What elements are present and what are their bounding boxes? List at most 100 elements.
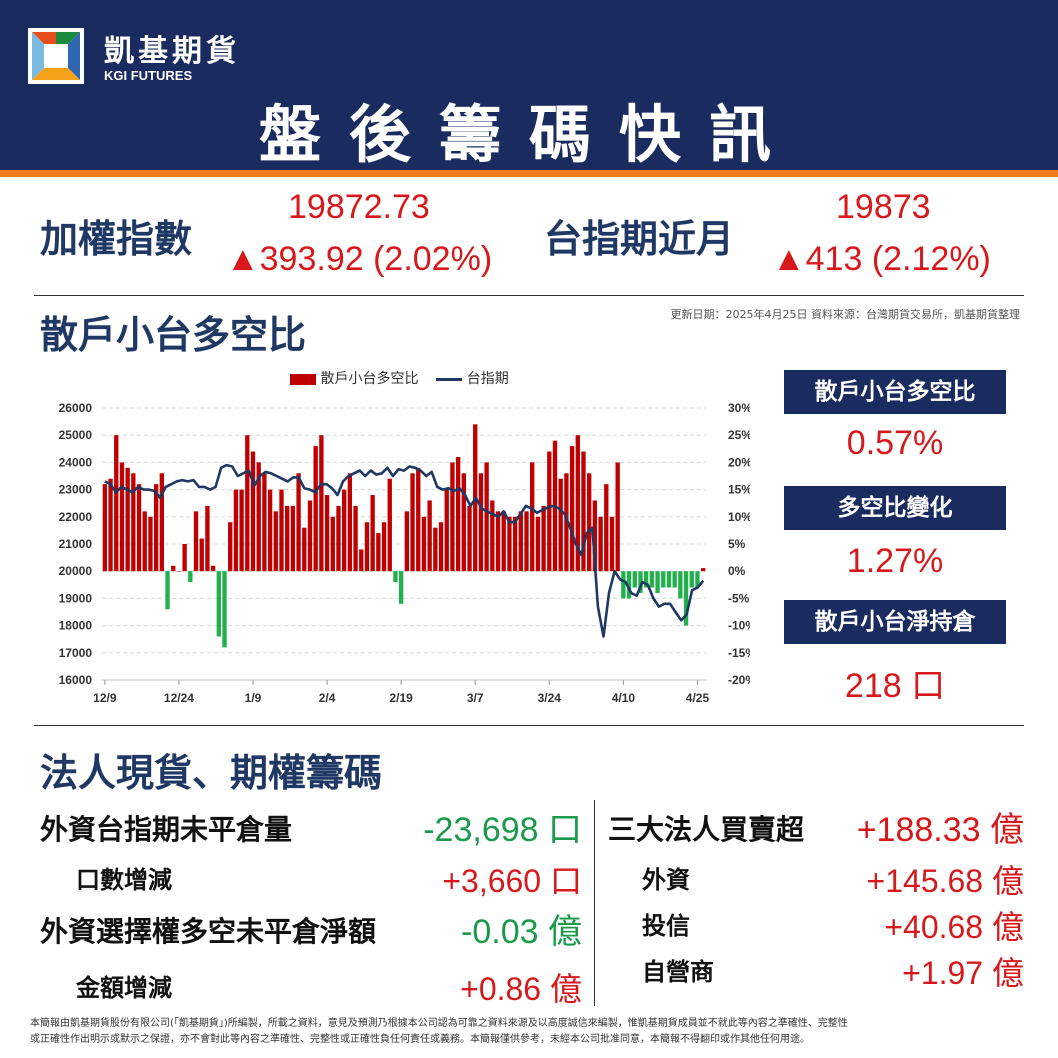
ratio-bar [393, 571, 398, 583]
ratio-bar [233, 489, 239, 572]
ratio-bar [421, 516, 427, 572]
section-title-ratio: 散戶小台多空比 [40, 313, 307, 357]
y-tick-label-left: 19000 [59, 591, 93, 605]
disclaimer-line: 本簡報由凱基期貨股份有限公司(「凱基期貨」)所編製，所載之資料，意見及預測乃根據… [30, 1018, 848, 1029]
ratio-bar [512, 516, 518, 572]
y-tick-label-left: 24000 [59, 455, 93, 469]
ratio-bar [142, 511, 147, 572]
ratio-bar [256, 462, 261, 572]
y-tick-label-left: 23000 [59, 483, 93, 497]
ratio-bar [661, 571, 666, 588]
x-tick-label: 12/9 [93, 691, 117, 705]
divider [34, 725, 1024, 726]
dealer-label: 自營商 [642, 958, 714, 986]
brand-name-en: KGI FUTURES [104, 68, 193, 83]
ratio-bar [296, 473, 301, 572]
ratio-bar [330, 516, 335, 572]
ratio-bar [216, 571, 221, 637]
y-tick-label-right: -15% [728, 646, 750, 660]
x-tick-label: 3/7 [467, 691, 484, 705]
y-tick-label-right: 30% [728, 401, 750, 415]
trust-label: 投信 [642, 912, 690, 940]
ratio-bar [125, 467, 130, 572]
fi-option-change-value: +0.86 億 [460, 971, 582, 1007]
change-value: 1.27% [846, 542, 944, 580]
index-value: 19872.73 [288, 188, 430, 226]
ratio-bar [632, 571, 637, 588]
ratio-bar [262, 473, 267, 572]
ratio-bar [336, 505, 341, 572]
index-change: ▲393.92 (2.02%) [226, 240, 493, 278]
big3-value: +188.33 億 [856, 811, 1024, 849]
x-tick-label: 2/19 [389, 691, 413, 705]
ratio-bar [307, 500, 313, 572]
ratio-bar [615, 462, 620, 572]
y-tick-label-left: 22000 [59, 510, 93, 524]
ratio-bar [450, 462, 455, 572]
ratio-bar [404, 511, 410, 572]
ratio-bar [524, 511, 529, 572]
source-note: 更新日期：2025年4月25日 資料來源：台灣期貨交易所，凱基期貨整理 [670, 308, 1020, 321]
y-tick-label-right: -20% [728, 673, 750, 687]
page-title: 盤後籌碼快訊 [258, 98, 799, 171]
ratio-bar [438, 522, 444, 572]
ratio-badge: 散戶小台多空比 [784, 370, 1006, 414]
ratio-bar [433, 527, 438, 572]
ratio-bar [279, 489, 284, 572]
ratio-bar [569, 446, 575, 572]
ratio-bar [683, 571, 689, 626]
change-badge: 多空比變化 [784, 486, 1006, 530]
ratio-bar [558, 478, 563, 572]
legend-bar-label: 散戶小台多空比 [320, 371, 419, 387]
chart-legend: 散戶小台多空比 台指期 [290, 368, 509, 388]
ratio-bar [239, 489, 244, 572]
ratio-bar [250, 451, 256, 572]
ratio-bar [444, 489, 449, 572]
index-label: 加權指數 [40, 217, 193, 261]
ratio-bar [245, 435, 250, 572]
ratio-bar [598, 516, 603, 572]
ratio-bar [700, 568, 706, 572]
header-divider [0, 170, 1058, 177]
y-tick-label-right: -5% [728, 591, 750, 605]
x-tick-label: 12/24 [164, 691, 194, 705]
foreign-value: +145.68 億 [866, 863, 1024, 899]
header-bar [0, 0, 1058, 170]
ratio-bar [547, 451, 552, 572]
ratio-bar [285, 505, 290, 572]
y-tick-label-left: 18000 [59, 619, 93, 633]
ratio-bar [495, 511, 501, 572]
y-tick-label-left: 25000 [59, 428, 93, 442]
disclaimer: 本簡報由凱基期貨股份有限公司(「凱基期貨」)所編製，所載之資料，意見及預測乃根據… [30, 1016, 1030, 1048]
ratio-bar [188, 571, 193, 583]
ratio-bar [381, 522, 387, 572]
ratio-bar [353, 505, 358, 572]
ratio-bar [210, 565, 216, 572]
ratio-bar [313, 446, 318, 572]
ratio-bar [467, 505, 472, 572]
x-tick-label: 3/24 [538, 691, 562, 705]
legend-line-label: 台指期 [466, 371, 509, 387]
y-tick-label-left: 17000 [59, 646, 93, 660]
ratio-bar [114, 435, 119, 572]
y-tick-label-right: 15% [728, 483, 750, 497]
ratio-bar [655, 571, 660, 593]
y-tick-label-left: 16000 [59, 673, 93, 687]
ratio-bar [518, 511, 523, 572]
big3-label: 三大法人買賣超 [608, 813, 805, 846]
y-tick-label-left: 26000 [59, 401, 93, 415]
ratio-bar [592, 500, 598, 572]
y-tick-label-left: 20000 [59, 564, 93, 578]
ratio-bar [490, 500, 495, 572]
y-tick-label-right: 20% [728, 455, 750, 469]
fi-oi-change-label: 口數增減 [76, 866, 172, 894]
ratio-bar [609, 516, 615, 572]
ratio-bar [131, 473, 136, 572]
y-tick-label-right: 25% [728, 428, 750, 442]
x-tick-label: 1/9 [245, 691, 262, 705]
divider [34, 295, 1024, 296]
ratio-bar [102, 484, 108, 572]
fi-option-value: -0.03 億 [461, 913, 582, 951]
foreign-label: 外資 [642, 866, 690, 894]
ratio-bar [370, 495, 375, 572]
